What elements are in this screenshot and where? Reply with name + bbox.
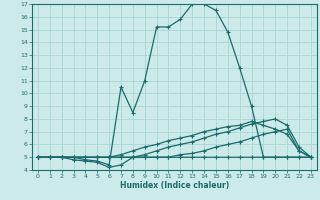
X-axis label: Humidex (Indice chaleur): Humidex (Indice chaleur) bbox=[120, 181, 229, 190]
